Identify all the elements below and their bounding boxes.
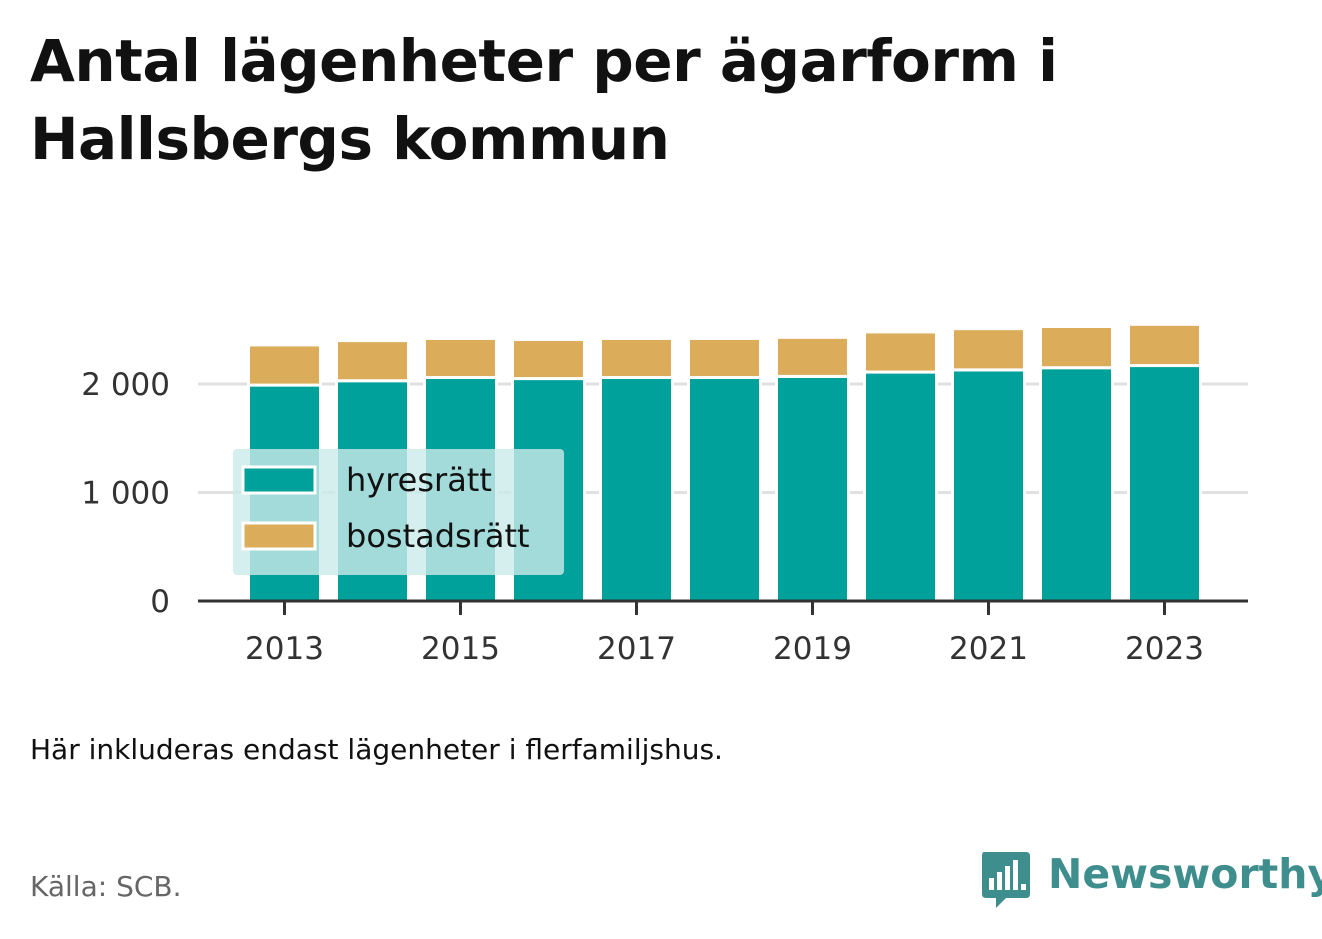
bar-bostadsratt [511,338,586,381]
bar-bostadsratt [1039,324,1114,370]
bar-hyresratt [1039,366,1114,603]
y-tick-label: 1 000 [81,476,170,512]
chart-caption: Här inkluderas endast lägenheter i flerf… [30,733,723,766]
bar-hyresratt [687,375,762,603]
source-note: Källa: SCB. [30,870,182,903]
x-tick-label: 2023 [1125,631,1204,667]
x-tick-label: 2019 [773,631,852,667]
legend-swatch [241,521,317,551]
bar-bostadsratt [775,335,850,378]
newsworthy-bars-icon [982,852,1030,908]
axes: 0 1 000 2 000 2013 2015 2017 2019 2021 2023 [81,367,1248,667]
legend-swatch [241,465,317,495]
bar-bostadsratt [599,336,674,379]
bar-bostadsratt [863,330,938,374]
bar-bostadsratt [687,336,762,379]
bar-hyresratt [775,374,850,603]
bar-bostadsratt [335,339,410,383]
bar-hyresratt [951,368,1026,603]
bar-bostadsratt [1127,322,1202,368]
x-tick-label: 2017 [597,631,676,667]
stacked-bar-chart: 0 1 000 2 000 2013 2015 2017 2019 2021 2023 hyre… [81,322,1248,667]
legend-label: bostadsrätt [346,517,530,555]
x-tick-label: 2013 [245,631,324,667]
bar-bostadsratt [423,336,498,379]
bar-bostadsratt [247,343,322,387]
legend-label: hyresrätt [346,461,492,499]
y-tick-label: 0 [150,584,170,620]
bar-hyresratt [1127,364,1202,603]
chart-title: Antal lägenheter per ägarform i Hallsber… [30,27,1058,173]
bar-hyresratt [599,375,674,603]
bar-hyresratt [863,370,938,603]
bar-bostadsratt [951,327,1026,372]
x-tick-label: 2015 [421,631,500,667]
brand-name: Newsworthy [1048,850,1322,898]
x-tick-label: 2021 [949,631,1028,667]
y-tick-label: 2 000 [81,367,170,403]
legend: hyresrätt bostadsrätt [233,449,564,575]
